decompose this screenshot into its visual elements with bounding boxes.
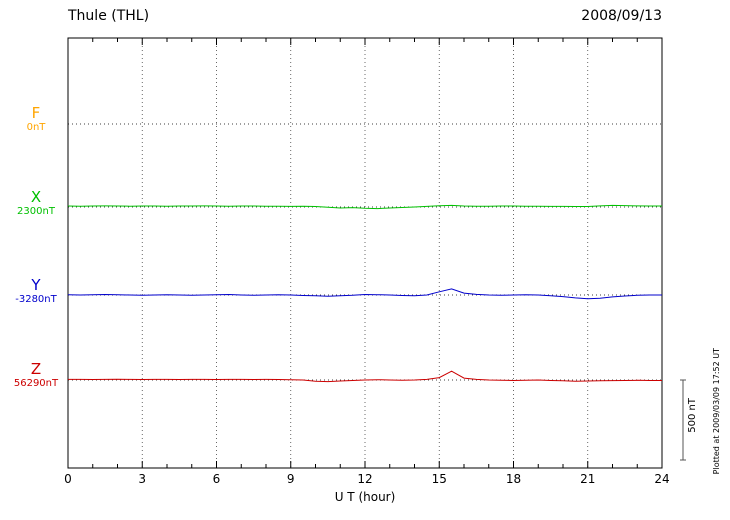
x-tick-label: 15 (431, 472, 447, 486)
x-tick-label: 18 (505, 472, 522, 486)
x-tick-label: 12 (357, 472, 373, 486)
scale-bar-label: 500 nT (687, 398, 698, 433)
date-label: 2008/09/13 (581, 8, 662, 24)
series-label-Y: Y -3280nT (8, 276, 64, 306)
series-label-F: F 0nT (8, 104, 64, 134)
series-letter-Z: Z (30, 360, 42, 378)
series-baseline-X: 2300nT (17, 206, 55, 217)
x-tick-label: 24 (654, 472, 670, 486)
x-tick-label: 0 (64, 472, 72, 486)
series-letter-F: F (31, 104, 41, 122)
series-baseline-Z: 56290nT (13, 378, 59, 389)
series-letter-Y: Y (31, 276, 41, 294)
x-axis-label: U T (hour) (334, 490, 396, 504)
series-baseline-F: 0nT (26, 122, 46, 133)
series-label-X: X 2300nT (8, 188, 64, 218)
x-tick-label: 3 (138, 472, 147, 486)
page-title: Thule (THL) (68, 8, 150, 24)
series-baseline-Y: -3280nT (15, 294, 57, 305)
plotted-at-note: Plotted at 2009/03/09 17:52 UT (712, 348, 721, 475)
x-tick-label: 6 (212, 472, 221, 486)
x-tick-label: 9 (286, 472, 295, 486)
series-letter-X: X (30, 188, 42, 206)
series-label-Z: Z 56290nT (8, 360, 64, 390)
x-tick-label: 21 (580, 472, 596, 486)
